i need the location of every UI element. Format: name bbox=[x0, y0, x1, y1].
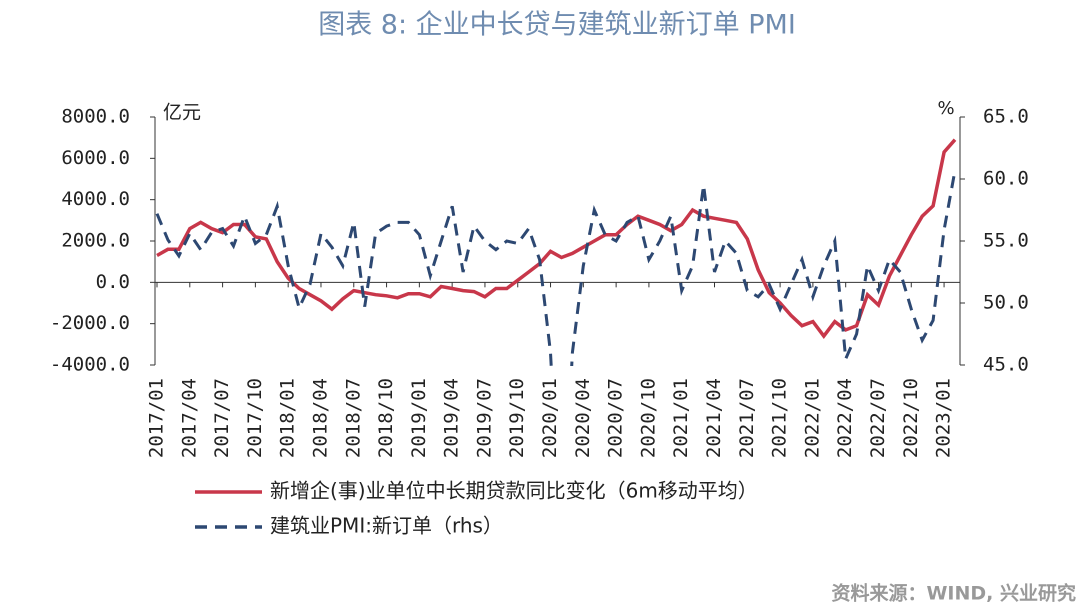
x-tick-label: 2021/01 bbox=[670, 378, 692, 458]
y-tick-label: 0.0 bbox=[96, 271, 130, 293]
series-line bbox=[156, 138, 957, 340]
legend-label: 新增企(事)业单位中长期贷款同比变化（6m移动平均） bbox=[270, 479, 758, 503]
series-line bbox=[155, 170, 957, 366]
x-tick-label: 2020/01 bbox=[539, 378, 561, 458]
chart-title: 图表 8: 企业中长贷与建筑业新订单 PMI bbox=[318, 10, 796, 41]
y2-tick-label: 55.0 bbox=[983, 230, 1029, 252]
x-tick-label: 2018/07 bbox=[342, 378, 364, 458]
x-tick-label: 2019/10 bbox=[506, 378, 528, 458]
y-tick-label: 8000.0 bbox=[61, 106, 130, 128]
x-tick-label: 2019/04 bbox=[441, 378, 463, 458]
x-tick-label: 2021/10 bbox=[769, 378, 791, 458]
x-tick-label: 2022/04 bbox=[834, 378, 856, 458]
x-tick-label: 2022/07 bbox=[867, 378, 889, 458]
y-tick-label: 6000.0 bbox=[61, 147, 130, 169]
x-tick-label: 2017/04 bbox=[178, 378, 200, 458]
y2-tick-label: 45.0 bbox=[983, 354, 1029, 376]
y-tick-label: 2000.0 bbox=[61, 230, 130, 252]
legend-label: 建筑业PMI:新订单（rhs） bbox=[270, 514, 503, 538]
x-tick-label: 2023/01 bbox=[933, 378, 955, 458]
x-tick-label: 2022/01 bbox=[801, 378, 823, 458]
x-tick-label: 2021/07 bbox=[736, 378, 758, 458]
plot-area bbox=[155, 138, 957, 366]
x-tick-label: 2019/07 bbox=[473, 378, 495, 458]
x-tick-label: 2020/10 bbox=[637, 378, 659, 458]
x-tick-label: 2017/01 bbox=[146, 378, 168, 458]
x-tick-label: 2022/10 bbox=[900, 378, 922, 458]
x-tick-label: 2019/01 bbox=[408, 378, 430, 458]
x-tick-label: 2017/07 bbox=[211, 378, 233, 458]
y2-tick-label: 60.0 bbox=[983, 168, 1029, 190]
y-axis-unit: 亿元 bbox=[163, 102, 201, 124]
y2-axis-unit: % bbox=[937, 98, 954, 119]
y2-tick-label: 50.0 bbox=[983, 292, 1029, 314]
x-tick-label: 2020/04 bbox=[572, 378, 594, 458]
y-tick-label: -2000.0 bbox=[50, 312, 130, 334]
y-tick-label: -4000.0 bbox=[50, 354, 130, 376]
x-tick-label: 2018/10 bbox=[375, 378, 397, 458]
y2-tick-label: 65.0 bbox=[983, 106, 1029, 128]
x-tick-label: 2020/07 bbox=[605, 378, 627, 458]
x-tick-label: 2017/10 bbox=[244, 378, 266, 458]
x-tick-label: 2018/01 bbox=[277, 378, 299, 458]
x-tick-label: 2018/04 bbox=[309, 378, 331, 458]
source-note: 资料来源：WIND, 兴业研究 bbox=[831, 582, 1076, 605]
y-tick-label: 4000.0 bbox=[61, 188, 130, 210]
x-tick-label: 2021/04 bbox=[703, 378, 725, 458]
